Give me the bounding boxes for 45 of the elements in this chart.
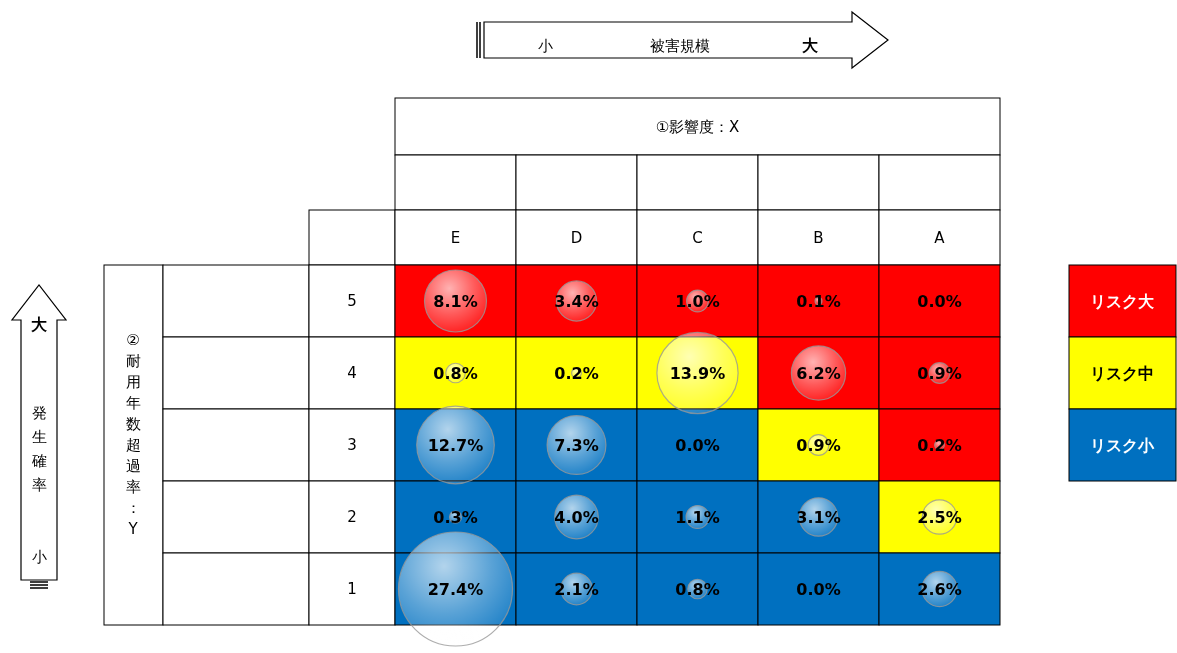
x-tick-label: C bbox=[692, 229, 703, 247]
text: ①影響度：X bbox=[655, 118, 740, 136]
y-tick-label: 1 bbox=[347, 580, 357, 598]
data-label: 2.1% bbox=[554, 580, 599, 599]
data-label: 3.4% bbox=[554, 292, 599, 311]
data-label: 0.0% bbox=[675, 436, 720, 455]
data-label: 4.0% bbox=[554, 508, 599, 527]
x-tick-label: D bbox=[570, 229, 583, 247]
data-label: 0.0% bbox=[917, 292, 962, 311]
data-label: 3.1% bbox=[796, 508, 841, 527]
y-tick-label: 3 bbox=[347, 436, 357, 454]
data-label: 2.5% bbox=[917, 508, 962, 527]
data-label: 1.0% bbox=[675, 292, 720, 311]
text: 発生確率 bbox=[30, 404, 47, 494]
data-label: 0.0% bbox=[796, 580, 841, 599]
data-label: 7.3% bbox=[554, 436, 599, 455]
data-label: 0.2% bbox=[554, 364, 599, 383]
text: ②耐用年数超過率：Y bbox=[125, 331, 141, 538]
text: 小 bbox=[31, 548, 47, 566]
data-label: 27.4% bbox=[427, 580, 484, 599]
text: リスク小 bbox=[1090, 436, 1155, 455]
data-label: 0.8% bbox=[675, 580, 720, 599]
data-label: 8.1% bbox=[433, 292, 478, 311]
text: 大 bbox=[802, 36, 819, 55]
text: リスク大 bbox=[1090, 292, 1155, 311]
data-label: 0.2% bbox=[917, 436, 962, 455]
text: 大 bbox=[31, 315, 48, 334]
data-label: 2.6% bbox=[917, 580, 962, 599]
text: リスク中 bbox=[1090, 364, 1154, 383]
text: 小 bbox=[537, 37, 553, 55]
data-label: 0.9% bbox=[917, 364, 962, 383]
y-tick-label: 4 bbox=[347, 364, 357, 382]
data-label: 12.7% bbox=[427, 436, 484, 455]
text: 被害規模 bbox=[650, 37, 710, 55]
y-tick-label: 2 bbox=[347, 508, 357, 526]
x-tick-label: E bbox=[450, 229, 461, 247]
data-label: 0.9% bbox=[796, 436, 841, 455]
data-label: 0.8% bbox=[433, 364, 478, 383]
data-label: 1.1% bbox=[675, 508, 720, 527]
x-tick-label: B bbox=[813, 229, 824, 247]
x-tick-label: A bbox=[934, 229, 946, 247]
data-label: 0.1% bbox=[796, 292, 841, 311]
data-label: 6.2% bbox=[796, 364, 841, 383]
y-tick-label: 5 bbox=[347, 292, 357, 310]
data-label: 13.9% bbox=[669, 364, 726, 383]
